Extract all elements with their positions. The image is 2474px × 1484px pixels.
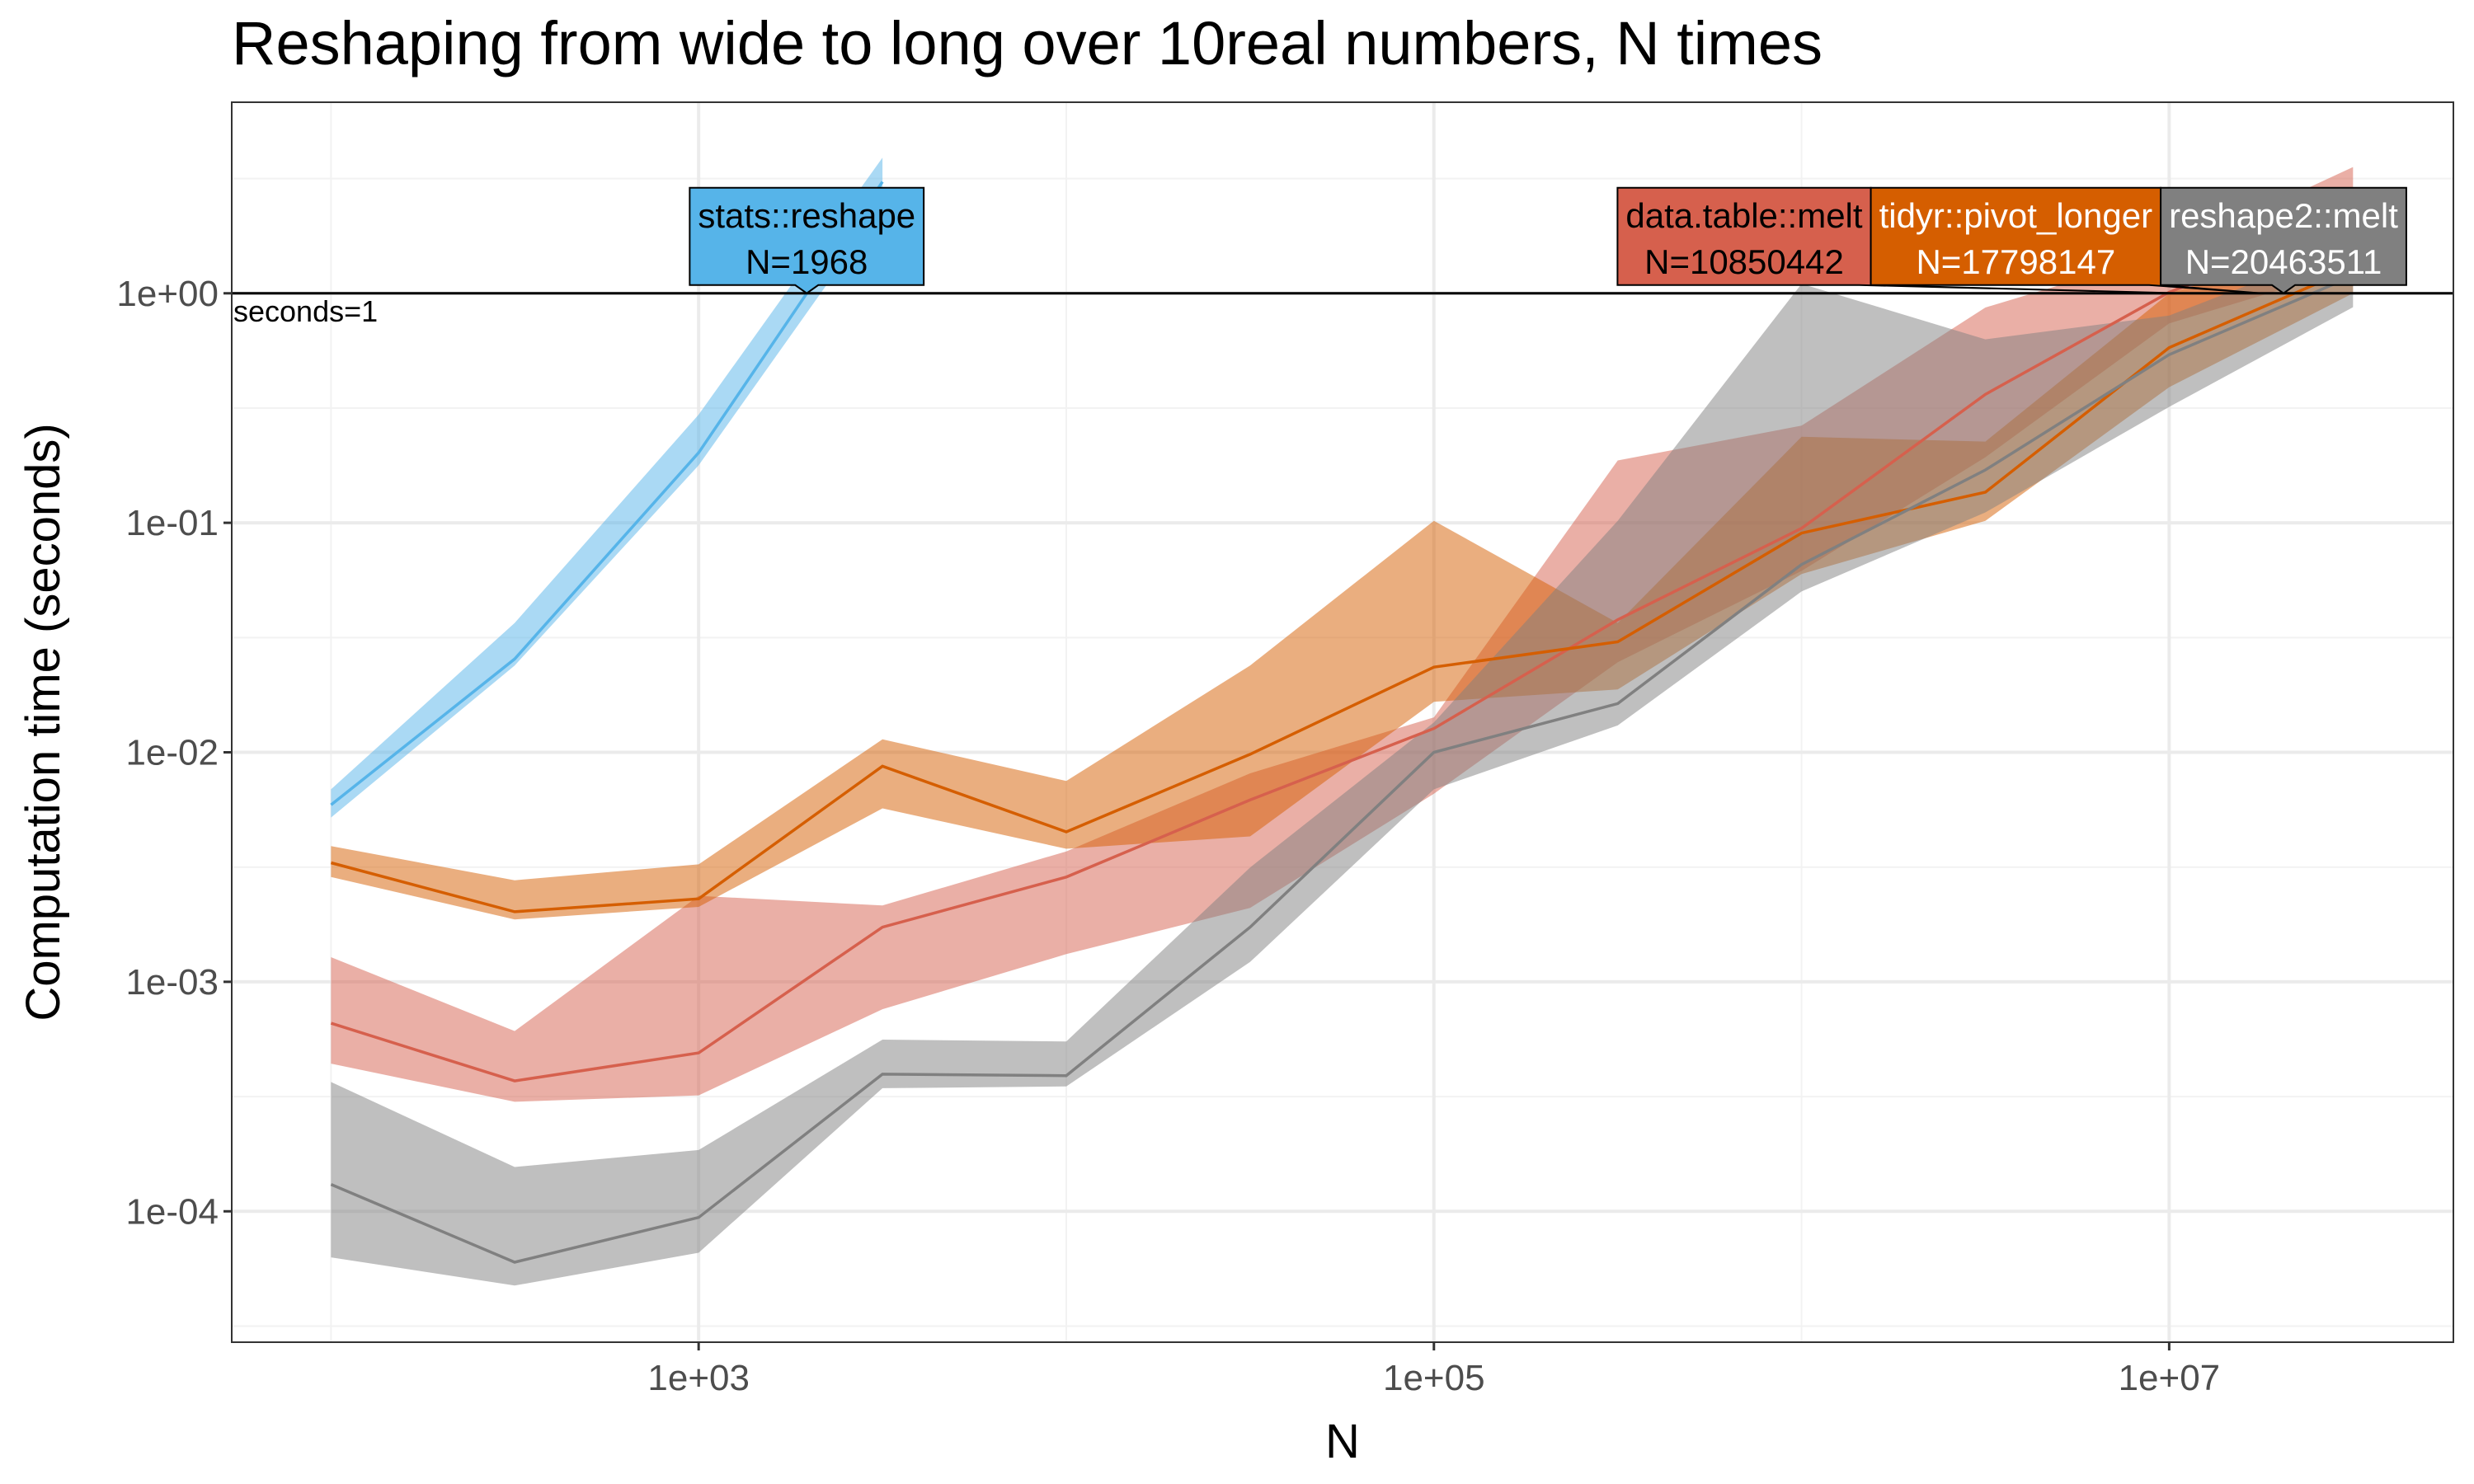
label-threshold: N=10850442 — [1644, 242, 1844, 281]
series-line — [330, 181, 884, 806]
x-tick-label: 1e+03 — [647, 1358, 750, 1398]
reference-label: seconds=1 — [233, 294, 378, 328]
label-series-name: stats::reshape — [698, 196, 915, 235]
label-series-name: tidyr::pivot_longer — [1879, 196, 2153, 235]
chart-title: Reshaping from wide to long over 10real … — [232, 9, 1823, 77]
label-series-name: reshape2::melt — [2169, 196, 2398, 235]
label-threshold: N=20463511 — [2185, 242, 2382, 281]
x-tick-label: 1e+05 — [1383, 1358, 1485, 1398]
label-threshold: N=1968 — [745, 242, 868, 281]
y-tick-label: 1e-03 — [125, 962, 219, 1003]
series-line — [330, 266, 2354, 913]
label-series-name: data.table::melt — [1625, 196, 1863, 235]
x-tick-label: 1e+07 — [2119, 1358, 2221, 1398]
y-tick-label: 1e-04 — [125, 1191, 219, 1232]
ribbon — [331, 157, 883, 818]
label-threshold: N=17798147 — [1916, 242, 2115, 281]
panel-border — [231, 101, 2454, 1343]
label-box — [689, 186, 925, 294]
y-tick-label: 1e+00 — [116, 274, 219, 314]
y-axis-title: Computation time (seconds) — [16, 423, 70, 1021]
series-line — [330, 219, 2354, 1082]
ribbon — [331, 244, 2354, 1286]
y-tick-label: 1e-01 — [125, 503, 219, 543]
label-box — [2160, 186, 2407, 294]
plot-area — [330, 157, 2354, 1286]
series-line — [330, 275, 2354, 1264]
y-tick-label: 1e-02 — [125, 733, 219, 773]
x-axis-title: N — [1325, 1415, 1360, 1468]
